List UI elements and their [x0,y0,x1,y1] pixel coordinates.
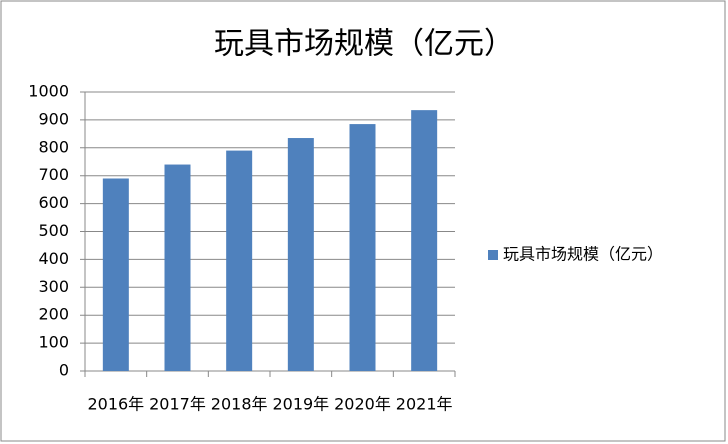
bar [349,124,376,372]
y-tick-label: 200 [38,305,69,324]
bar [287,138,314,371]
x-tick-label: 2017年 [149,395,206,414]
y-tick-label: 300 [38,277,69,296]
y-tick-label: 1000 [28,82,69,101]
y-tick-label: 500 [38,221,69,240]
y-tick-label: 700 [38,165,69,184]
chart-title: 玩具市场规模（亿元） [214,27,514,62]
legend-label: 玩具市场规模（亿元） [503,245,663,264]
y-tick-label: 800 [38,137,69,156]
x-tick-label: 2018年 [211,395,268,414]
x-tick-label: 2021年 [396,395,453,414]
y-tick-label: 400 [38,249,69,268]
y-tick-label: 0 [59,361,69,380]
y-tick-label: 100 [38,333,69,352]
bar [226,150,253,371]
bar [102,178,129,371]
x-tick-label: 2020年 [334,395,391,414]
x-tick-label: 2019年 [272,395,329,414]
legend-swatch [488,250,498,260]
bar [164,164,191,371]
y-tick-label: 900 [38,109,69,128]
x-tick-label: 2016年 [87,395,144,414]
bar [411,110,438,371]
y-tick-label: 600 [38,193,69,212]
